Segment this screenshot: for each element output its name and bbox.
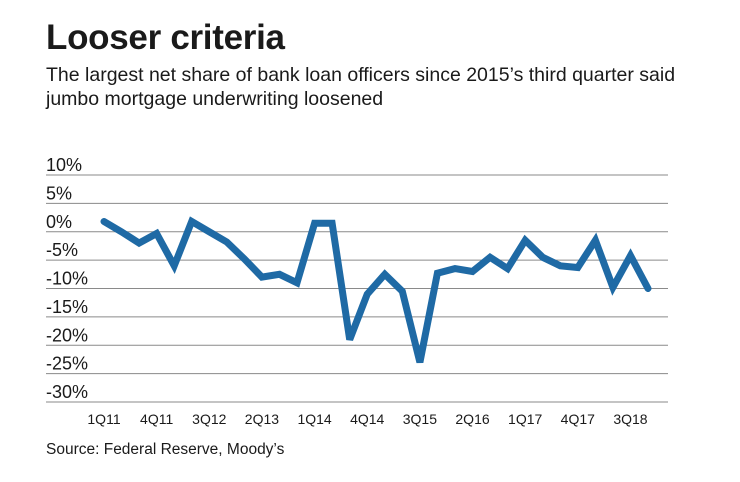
y-axis-tick-labels: 10% 5% 0% -5% -10% -15% -20% -25% -30% [46, 155, 88, 402]
x-tick-label: 2Q13 [245, 411, 279, 427]
source-note: Source: Federal Reserve, Moody’s [46, 441, 285, 458]
x-tick-label: 3Q12 [192, 411, 226, 427]
x-tick-label: 4Q14 [350, 411, 384, 427]
x-tick-label: 2Q16 [455, 411, 489, 427]
chart-subtitle: The largest net share of bank loan offic… [46, 64, 676, 110]
x-tick-label: 1Q17 [508, 411, 542, 427]
y-tick-label: -25% [46, 354, 88, 374]
y-tick-label: -15% [46, 297, 88, 317]
y-tick-label: -5% [46, 240, 78, 260]
y-tick-label: 10% [46, 155, 82, 175]
y-tick-label: 0% [46, 212, 72, 232]
y-tick-label: -10% [46, 269, 88, 289]
y-tick-label: -30% [46, 382, 88, 402]
x-axis-tick-labels: 1Q11 4Q11 3Q12 2Q13 1Q14 4Q14 3Q15 2Q16 1Q17 4Q17… [87, 411, 647, 427]
chart-title: Looser criteria [46, 18, 285, 57]
x-tick-label: 3Q18 [613, 411, 647, 427]
x-tick-label: 3Q15 [403, 411, 437, 427]
series-group [100, 216, 652, 364]
series-line [100, 216, 652, 364]
x-tick-label: 4Q11 [140, 411, 173, 427]
x-tick-label: 4Q17 [561, 411, 595, 427]
x-tick-label: 1Q11 [87, 411, 120, 427]
x-tick-label: 1Q14 [297, 411, 331, 427]
grid-lines [46, 174, 668, 403]
y-tick-label: 5% [46, 183, 72, 203]
y-tick-label: -20% [46, 325, 88, 345]
